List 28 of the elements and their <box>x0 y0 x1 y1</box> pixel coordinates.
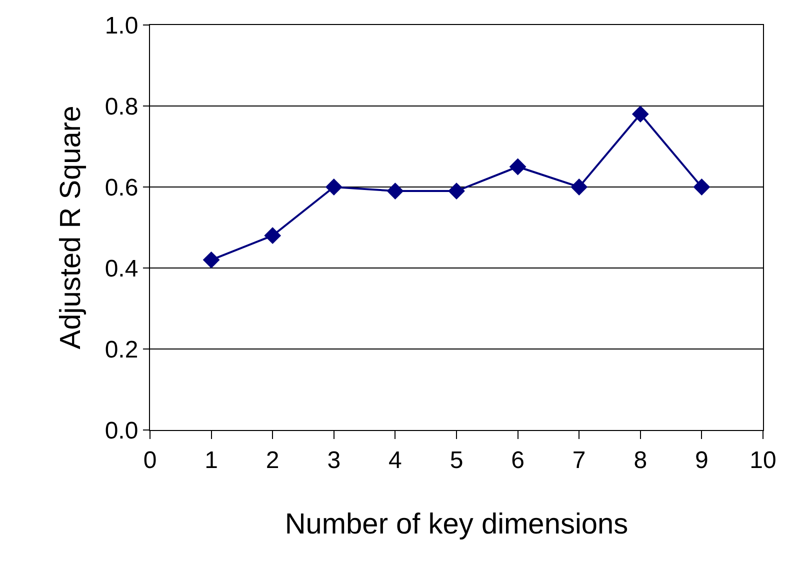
x-tick-label: 0 <box>143 446 157 474</box>
x-tick-label: 4 <box>388 446 402 474</box>
x-tick-label: 8 <box>634 446 648 474</box>
x-tick-label: 2 <box>266 446 280 474</box>
point <box>693 178 710 196</box>
x-tick-label: 9 <box>695 446 708 474</box>
point <box>264 227 282 244</box>
point <box>325 178 342 196</box>
y-axis-title: Adjusted R Square <box>55 106 88 350</box>
y-tick-label: 0.0 <box>104 417 138 444</box>
x-tick-label: 3 <box>327 446 341 474</box>
x-axis-title: Number of key dimensions <box>284 508 628 541</box>
point <box>570 178 588 196</box>
point <box>632 106 649 123</box>
point <box>448 182 465 200</box>
y-tick-label: 0.6 <box>104 174 138 202</box>
y-tick-label: 0.2 <box>104 336 138 364</box>
x-tick-label: 10 <box>750 446 776 474</box>
x-tick-label: 1 <box>204 446 218 474</box>
y-tick-label: 0.4 <box>104 255 138 282</box>
x-tick-label: 6 <box>511 446 524 474</box>
x-tick-label: 7 <box>572 446 586 474</box>
point <box>509 158 526 176</box>
point <box>386 182 404 200</box>
point <box>202 251 220 268</box>
y-tick-label: 1.0 <box>104 12 138 40</box>
x-tick-label: 5 <box>450 446 464 474</box>
y-tick-label: 0.8 <box>104 93 138 120</box>
